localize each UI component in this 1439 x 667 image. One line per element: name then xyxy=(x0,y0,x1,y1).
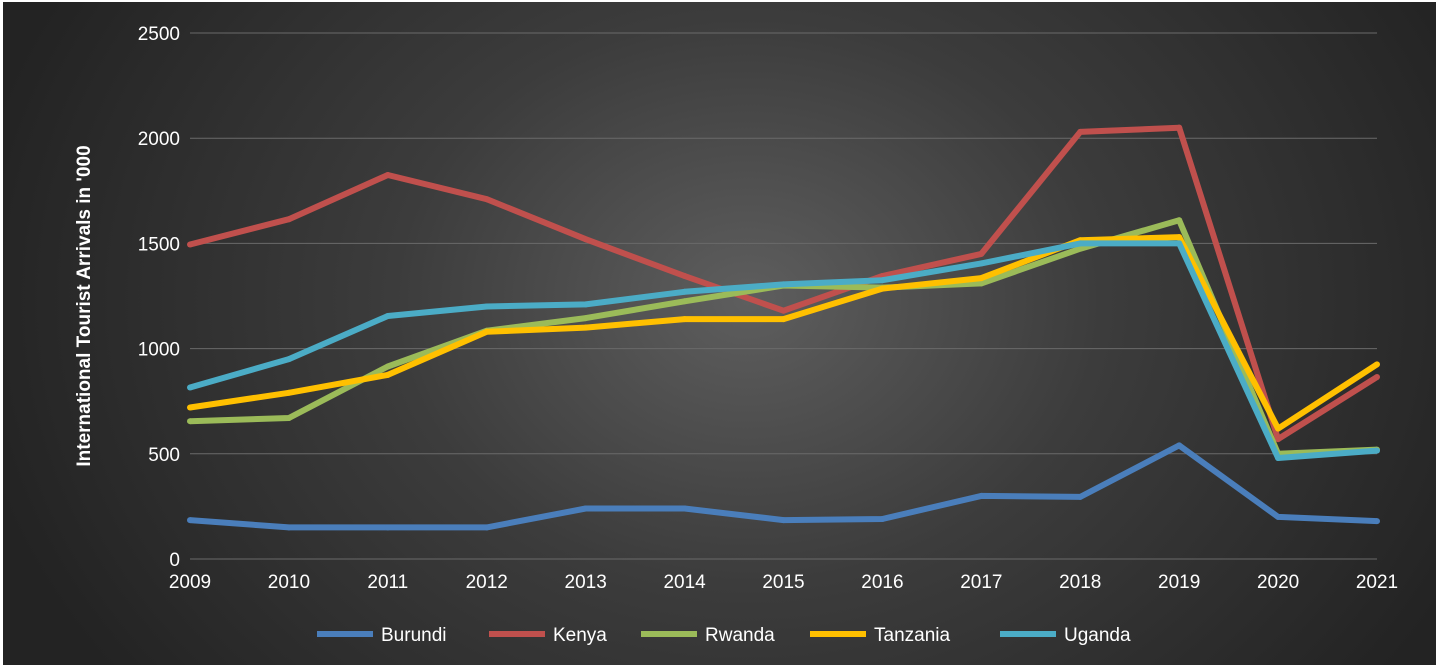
legend: Burundi Kenya Rwanda Tanzania Uganda xyxy=(317,625,1131,646)
data-point-burundi xyxy=(681,505,688,512)
y-tick-label: 1000 xyxy=(138,340,180,361)
data-point-tanzania xyxy=(879,285,886,292)
y-tick-label: 2000 xyxy=(138,129,180,150)
x-axis-ticks: 2009 2010 2011 2012 2013 2014 2015 2016 2017 2018… xyxy=(169,572,1398,593)
data-point-rwanda xyxy=(384,363,391,370)
x-tick-label: 2020 xyxy=(1257,572,1299,593)
data-point-uganda xyxy=(187,384,193,391)
x-tick-label: 2009 xyxy=(169,572,211,593)
data-point-uganda xyxy=(384,312,391,319)
data-point-burundi xyxy=(1275,513,1282,520)
data-point-rwanda xyxy=(978,280,985,287)
data-point-burundi xyxy=(187,517,193,524)
data-point-uganda xyxy=(1176,240,1183,247)
x-tick-label: 2015 xyxy=(762,572,804,593)
series-lines xyxy=(187,124,1380,531)
x-tick-label: 2012 xyxy=(466,572,508,593)
data-point-tanzania xyxy=(582,324,589,331)
data-point-tanzania xyxy=(285,389,292,396)
data-point-kenya xyxy=(1176,124,1183,131)
y-tick-label: 1500 xyxy=(138,234,180,255)
x-tick-label: 2010 xyxy=(268,572,310,593)
data-point-burundi xyxy=(483,524,490,531)
data-point-uganda xyxy=(1275,455,1282,462)
y-tick-label: 2500 xyxy=(138,24,180,45)
legend-item-uganda: Uganda xyxy=(1000,625,1131,646)
legend-item-rwanda: Rwanda xyxy=(641,625,775,646)
x-tick-label: 2016 xyxy=(861,572,903,593)
data-point-kenya xyxy=(483,196,490,203)
x-tick-label: 2021 xyxy=(1356,572,1398,593)
data-point-uganda xyxy=(879,277,886,284)
data-point-uganda xyxy=(582,301,589,308)
data-point-rwanda xyxy=(285,415,292,422)
x-tick-label: 2019 xyxy=(1158,572,1200,593)
series-line-burundi xyxy=(189,442,1378,531)
x-tick-label: 2013 xyxy=(565,572,607,593)
data-point-kenya xyxy=(681,273,688,280)
data-point-kenya xyxy=(582,236,589,243)
y-tick-label: 500 xyxy=(148,445,180,466)
data-point-rwanda xyxy=(681,298,688,305)
y-tick-label: 0 xyxy=(169,550,180,571)
data-point-tanzania xyxy=(780,316,787,323)
data-point-rwanda xyxy=(187,418,193,425)
data-point-tanzania xyxy=(1275,425,1282,432)
legend-item-kenya: Kenya xyxy=(489,625,607,646)
data-point-burundi xyxy=(1077,493,1084,500)
data-point-kenya xyxy=(384,172,391,179)
data-point-burundi xyxy=(285,524,292,531)
data-point-kenya xyxy=(1077,128,1084,135)
data-point-uganda xyxy=(1374,447,1380,454)
legend-label: Burundi xyxy=(381,625,447,646)
x-tick-label: 2011 xyxy=(367,572,408,593)
data-point-kenya xyxy=(1374,374,1380,381)
series-line-rwanda xyxy=(189,217,1378,457)
data-point-rwanda xyxy=(582,315,589,322)
data-point-tanzania xyxy=(384,371,391,378)
legend-label: Uganda xyxy=(1064,625,1131,646)
data-point-burundi xyxy=(384,524,391,531)
data-point-tanzania xyxy=(681,316,688,323)
data-point-kenya xyxy=(978,250,985,257)
data-point-kenya xyxy=(780,307,787,314)
legend-item-burundi: Burundi xyxy=(317,625,447,646)
data-point-uganda xyxy=(1077,240,1084,247)
data-point-uganda xyxy=(780,281,787,288)
data-point-kenya xyxy=(1275,436,1282,443)
data-point-rwanda xyxy=(1077,245,1084,252)
y-axis-ticks: 0 500 1000 1500 2000 2500 xyxy=(138,24,180,571)
x-tick-label: 2018 xyxy=(1059,572,1101,593)
legend-item-tanzania: Tanzania xyxy=(810,625,950,646)
data-point-tanzania xyxy=(1374,361,1380,368)
data-point-tanzania xyxy=(1176,234,1183,241)
data-point-uganda xyxy=(285,356,292,363)
data-point-burundi xyxy=(1176,442,1183,449)
data-point-uganda xyxy=(978,260,985,267)
data-point-tanzania xyxy=(187,404,193,411)
data-point-burundi xyxy=(780,517,787,524)
legend-label: Rwanda xyxy=(705,625,775,646)
chart-background xyxy=(3,2,1436,665)
data-point-tanzania xyxy=(483,328,490,335)
legend-label: Kenya xyxy=(553,625,607,646)
data-point-burundi xyxy=(582,505,589,512)
legend-label: Tanzania xyxy=(874,625,950,646)
data-point-burundi xyxy=(1374,518,1380,525)
data-point-burundi xyxy=(978,492,985,499)
data-point-uganda xyxy=(483,303,490,310)
data-point-kenya xyxy=(285,216,292,223)
data-point-kenya xyxy=(187,241,193,248)
data-point-rwanda xyxy=(1176,217,1183,224)
data-point-burundi xyxy=(879,516,886,523)
data-point-uganda xyxy=(681,288,688,295)
data-point-tanzania xyxy=(978,275,985,282)
x-tick-label: 2017 xyxy=(960,572,1002,593)
y-axis-title: International Tourist Arrivals in '000 xyxy=(74,145,95,466)
gridlines xyxy=(190,32,1377,560)
x-tick-label: 2014 xyxy=(663,572,706,593)
